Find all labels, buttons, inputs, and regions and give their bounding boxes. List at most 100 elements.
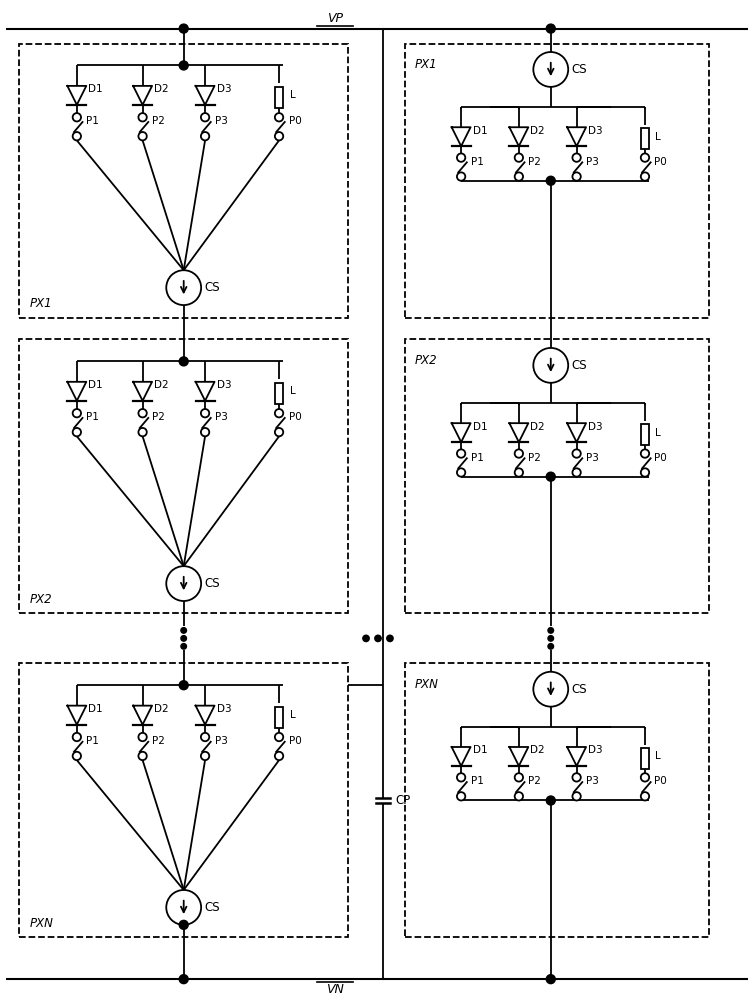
Circle shape: [201, 113, 210, 121]
Circle shape: [275, 752, 284, 760]
Circle shape: [548, 628, 553, 633]
Circle shape: [547, 176, 555, 185]
Circle shape: [275, 113, 284, 121]
Text: P1: P1: [470, 157, 483, 167]
Circle shape: [275, 428, 284, 436]
Circle shape: [547, 472, 555, 481]
Circle shape: [72, 428, 81, 436]
Circle shape: [572, 792, 581, 800]
Bar: [20, 339, 348, 613]
Text: D3: D3: [588, 126, 602, 136]
Text: PXN: PXN: [29, 917, 53, 930]
Text: L: L: [290, 710, 296, 720]
Circle shape: [179, 681, 188, 690]
Text: P2: P2: [529, 776, 541, 786]
Circle shape: [181, 628, 186, 633]
Circle shape: [201, 132, 210, 140]
Text: P3: P3: [586, 453, 599, 463]
Bar: [275, 383, 283, 404]
Circle shape: [275, 733, 284, 741]
Circle shape: [641, 153, 649, 162]
Text: PXN: PXN: [415, 678, 439, 691]
Text: P3: P3: [586, 776, 599, 786]
Text: D3: D3: [216, 380, 231, 390]
Text: P2: P2: [152, 412, 165, 422]
Text: D2: D2: [530, 126, 545, 136]
Circle shape: [179, 920, 188, 929]
Text: P0: P0: [289, 116, 302, 126]
Circle shape: [201, 752, 210, 760]
Circle shape: [515, 468, 523, 477]
Text: D1: D1: [88, 84, 103, 94]
Circle shape: [201, 733, 210, 741]
Text: D1: D1: [473, 126, 487, 136]
Text: P0: P0: [289, 736, 302, 746]
Text: CS: CS: [572, 683, 587, 696]
Bar: [641, 128, 649, 149]
Circle shape: [139, 733, 147, 741]
Text: P3: P3: [215, 116, 228, 126]
Bar: [405, 339, 709, 613]
Circle shape: [179, 24, 188, 33]
Text: PX1: PX1: [415, 58, 437, 71]
Text: P3: P3: [215, 736, 228, 746]
Text: D2: D2: [154, 84, 169, 94]
Circle shape: [457, 773, 465, 782]
Circle shape: [179, 61, 188, 70]
Text: D2: D2: [154, 704, 169, 714]
Circle shape: [72, 733, 81, 741]
Circle shape: [457, 449, 465, 458]
Circle shape: [72, 132, 81, 140]
Text: CS: CS: [204, 577, 220, 590]
Text: P1: P1: [470, 776, 483, 786]
Circle shape: [572, 468, 581, 477]
Text: P1: P1: [86, 736, 100, 746]
Circle shape: [515, 773, 523, 782]
Circle shape: [572, 172, 581, 181]
Text: P1: P1: [86, 412, 100, 422]
Circle shape: [181, 644, 186, 649]
Circle shape: [547, 975, 555, 984]
Circle shape: [375, 635, 382, 642]
Bar: [641, 424, 649, 445]
Circle shape: [457, 172, 465, 181]
Text: P1: P1: [470, 453, 483, 463]
Text: L: L: [290, 90, 296, 100]
Bar: [275, 87, 283, 108]
Text: CP: CP: [395, 794, 410, 807]
Text: D3: D3: [588, 745, 602, 755]
Circle shape: [179, 357, 188, 366]
Circle shape: [457, 468, 465, 477]
Text: L: L: [655, 751, 661, 761]
Text: D3: D3: [588, 422, 602, 432]
Bar: [275, 707, 283, 728]
Text: CS: CS: [204, 281, 220, 294]
Text: D1: D1: [88, 704, 103, 714]
Text: D3: D3: [216, 84, 231, 94]
Text: VP: VP: [327, 12, 343, 25]
Text: PX2: PX2: [415, 354, 437, 367]
Text: D1: D1: [473, 422, 487, 432]
Text: CS: CS: [572, 63, 587, 76]
Text: PX2: PX2: [29, 593, 52, 606]
Circle shape: [641, 172, 649, 181]
Text: P0: P0: [654, 776, 667, 786]
Circle shape: [181, 636, 186, 641]
Text: D1: D1: [88, 380, 103, 390]
Circle shape: [641, 773, 649, 782]
Text: D1: D1: [473, 745, 487, 755]
Text: P3: P3: [215, 412, 228, 422]
Circle shape: [515, 792, 523, 800]
Text: P0: P0: [654, 157, 667, 167]
Text: P2: P2: [152, 736, 165, 746]
Circle shape: [72, 113, 81, 121]
Text: P1: P1: [86, 116, 100, 126]
Text: D2: D2: [530, 745, 545, 755]
Circle shape: [515, 153, 523, 162]
Text: L: L: [290, 386, 296, 396]
Circle shape: [201, 428, 210, 436]
Circle shape: [387, 635, 393, 642]
Bar: [20, 44, 348, 318]
Circle shape: [572, 153, 581, 162]
Circle shape: [572, 449, 581, 458]
